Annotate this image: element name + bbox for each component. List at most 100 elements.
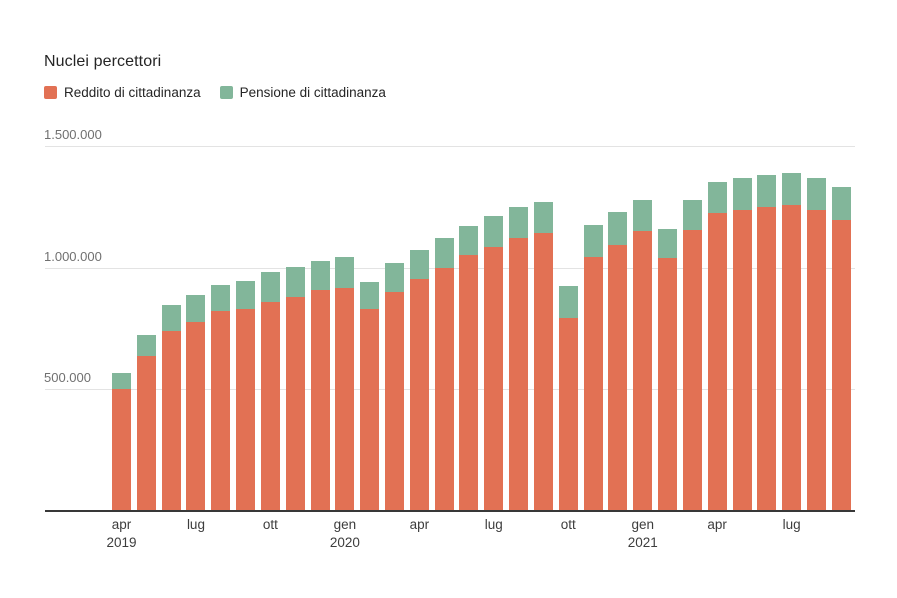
bar-nov-2019[interactable] bbox=[285, 266, 305, 511]
bar-segment-pensione[interactable] bbox=[186, 295, 206, 323]
plot-area: 1.500.000 1.000.000 500.000 apr 2019 lug ott ge… bbox=[44, 128, 855, 550]
bar-mag-2021[interactable] bbox=[732, 178, 752, 511]
bar-ott-2020[interactable] bbox=[558, 286, 578, 511]
bar-segment-reddito[interactable] bbox=[757, 207, 777, 511]
bar-segment-pensione[interactable] bbox=[707, 182, 727, 214]
bar-mar-2020[interactable] bbox=[385, 262, 405, 511]
bar-nov-2020[interactable] bbox=[583, 225, 603, 511]
bar-segment-pensione[interactable] bbox=[583, 225, 603, 258]
bar-segment-pensione[interactable] bbox=[211, 285, 231, 312]
x-axis-tick-label: gen bbox=[333, 517, 357, 532]
bar-dic-2019[interactable] bbox=[310, 260, 330, 511]
bar-segment-pensione[interactable] bbox=[112, 372, 131, 389]
bar-segment-reddito[interactable] bbox=[136, 355, 156, 511]
bar-segment-reddito[interactable] bbox=[806, 210, 826, 511]
bar-segment-reddito[interactable] bbox=[558, 318, 578, 511]
bar-segment-reddito[interactable] bbox=[533, 232, 553, 511]
bar-feb-2020[interactable] bbox=[360, 282, 380, 511]
bar-segment-pensione[interactable] bbox=[335, 257, 355, 288]
bar-segment-reddito[interactable] bbox=[682, 230, 702, 511]
bar-ago-2019[interactable] bbox=[211, 285, 231, 511]
bar-lug-2020[interactable] bbox=[484, 216, 504, 511]
bar-segment-reddito[interactable] bbox=[831, 220, 851, 511]
bar-segment-pensione[interactable] bbox=[161, 305, 181, 331]
bar-mag-2019[interactable] bbox=[136, 335, 156, 511]
bar-segment-reddito[interactable] bbox=[434, 267, 454, 511]
bar-segment-pensione[interactable] bbox=[533, 201, 553, 233]
bar-segment-reddito[interactable] bbox=[484, 247, 504, 511]
legend-label-reddito: Reddito di cittadinanza bbox=[64, 85, 201, 100]
bar-segment-reddito[interactable] bbox=[260, 301, 280, 511]
bar-lug-2021[interactable] bbox=[782, 172, 802, 511]
bar-giu-2021[interactable] bbox=[757, 174, 777, 511]
bar-lug-2019[interactable] bbox=[186, 295, 206, 511]
bar-segment-pensione[interactable] bbox=[136, 335, 156, 356]
y-axis-label: 1.000.000 bbox=[44, 248, 102, 264]
bar-segment-pensione[interactable] bbox=[360, 282, 380, 309]
bar-ago-2021[interactable] bbox=[806, 177, 826, 511]
bar-feb-2021[interactable] bbox=[658, 228, 678, 511]
bar-giu-2020[interactable] bbox=[459, 226, 479, 511]
bar-segment-reddito[interactable] bbox=[310, 290, 330, 511]
bar-segment-reddito[interactable] bbox=[509, 237, 529, 511]
bar-segment-pensione[interactable] bbox=[459, 226, 479, 256]
bar-segment-pensione[interactable] bbox=[409, 250, 429, 279]
bar-apr-2021[interactable] bbox=[707, 182, 727, 511]
bar-segment-reddito[interactable] bbox=[211, 311, 231, 511]
bar-segment-reddito[interactable] bbox=[459, 255, 479, 511]
bar-segment-pensione[interactable] bbox=[732, 178, 752, 210]
bar-segment-reddito[interactable] bbox=[161, 330, 181, 511]
bar-segment-reddito[interactable] bbox=[285, 297, 305, 511]
bar-segment-reddito[interactable] bbox=[732, 210, 752, 511]
bar-segment-pensione[interactable] bbox=[682, 200, 702, 231]
legend-item-pensione[interactable]: Pensione di cittadinanza bbox=[219, 85, 386, 100]
bar-dic-2020[interactable] bbox=[608, 211, 628, 511]
legend: Reddito di cittadinanza Pensione di citt… bbox=[44, 85, 386, 100]
bar-segment-pensione[interactable] bbox=[633, 200, 653, 232]
bar-ago-2020[interactable] bbox=[509, 206, 529, 511]
bar-segment-pensione[interactable] bbox=[260, 271, 280, 302]
bar-segment-reddito[interactable] bbox=[658, 258, 678, 511]
bar-apr-2019[interactable] bbox=[112, 372, 131, 511]
bar-segment-reddito[interactable] bbox=[385, 292, 405, 511]
bar-mar-2021[interactable] bbox=[682, 200, 702, 511]
x-axis-line bbox=[45, 510, 855, 512]
bar-segment-reddito[interactable] bbox=[608, 244, 628, 511]
bar-segment-pensione[interactable] bbox=[806, 177, 826, 210]
bar-segment-reddito[interactable] bbox=[186, 322, 206, 511]
bar-segment-reddito[interactable] bbox=[236, 309, 256, 511]
bar-segment-pensione[interactable] bbox=[558, 286, 578, 319]
legend-item-reddito[interactable]: Reddito di cittadinanza bbox=[44, 85, 201, 100]
bar-segment-reddito[interactable] bbox=[409, 278, 429, 511]
bar-segment-pensione[interactable] bbox=[509, 206, 529, 238]
bar-segment-pensione[interactable] bbox=[236, 280, 256, 310]
bar-set-2021[interactable] bbox=[831, 186, 851, 511]
bar-segment-reddito[interactable] bbox=[782, 205, 802, 511]
bar-set-2019[interactable] bbox=[236, 280, 256, 511]
bar-giu-2019[interactable] bbox=[161, 305, 181, 511]
bar-apr-2020[interactable] bbox=[409, 250, 429, 511]
bar-segment-reddito[interactable] bbox=[335, 287, 355, 511]
bar-segment-pensione[interactable] bbox=[285, 266, 305, 298]
bar-segment-reddito[interactable] bbox=[360, 308, 380, 511]
bar-segment-pensione[interactable] bbox=[831, 186, 851, 221]
bar-gen-2021[interactable] bbox=[633, 200, 653, 511]
bar-segment-pensione[interactable] bbox=[310, 260, 330, 291]
bar-mag-2020[interactable] bbox=[434, 238, 454, 511]
bar-segment-reddito[interactable] bbox=[707, 213, 727, 511]
bar-segment-pensione[interactable] bbox=[658, 228, 678, 259]
bar-segment-pensione[interactable] bbox=[608, 211, 628, 245]
bar-segment-reddito[interactable] bbox=[633, 231, 653, 511]
bar-segment-pensione[interactable] bbox=[385, 262, 405, 292]
bar-segment-pensione[interactable] bbox=[434, 238, 454, 268]
bar-segment-pensione[interactable] bbox=[757, 174, 777, 208]
bar-segment-reddito[interactable] bbox=[112, 388, 131, 511]
bar-ott-2019[interactable] bbox=[260, 271, 280, 511]
y-axis-label: 500.000 bbox=[44, 370, 91, 386]
bar-segment-reddito[interactable] bbox=[583, 257, 603, 511]
x-axis-year-label: 2020 bbox=[329, 535, 360, 550]
bar-segment-pensione[interactable] bbox=[782, 172, 802, 206]
bar-gen-2020[interactable] bbox=[335, 257, 355, 511]
bar-set-2020[interactable] bbox=[533, 201, 553, 511]
bar-segment-pensione[interactable] bbox=[484, 216, 504, 248]
